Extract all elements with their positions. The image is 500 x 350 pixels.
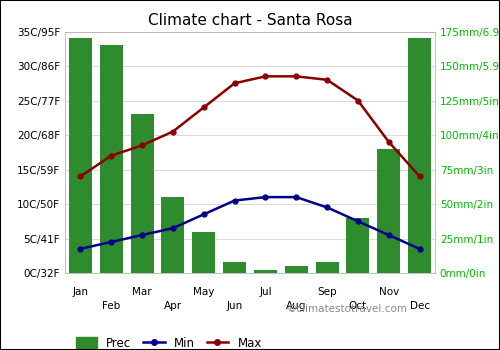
- Legend: Prec, Min, Max: Prec, Min, Max: [71, 332, 266, 350]
- Text: Aug: Aug: [286, 301, 306, 311]
- Text: Nov: Nov: [378, 287, 399, 297]
- Bar: [192, 232, 216, 273]
- Text: Oct: Oct: [349, 301, 367, 311]
- Bar: [284, 266, 308, 273]
- Text: Jan: Jan: [72, 287, 88, 297]
- Text: Jun: Jun: [226, 301, 242, 311]
- Text: May: May: [193, 287, 214, 297]
- Text: ©climatestotravel.com: ©climatestotravel.com: [287, 304, 408, 314]
- Text: Jul: Jul: [259, 287, 272, 297]
- Text: Dec: Dec: [410, 301, 430, 311]
- Text: Feb: Feb: [102, 301, 120, 311]
- Text: Sep: Sep: [318, 287, 337, 297]
- Title: Climate chart - Santa Rosa: Climate chart - Santa Rosa: [148, 13, 352, 28]
- Bar: [316, 262, 338, 273]
- Bar: [100, 45, 123, 273]
- Bar: [408, 38, 431, 273]
- Bar: [377, 149, 400, 273]
- Text: Apr: Apr: [164, 301, 182, 311]
- Bar: [346, 218, 370, 273]
- Bar: [69, 38, 92, 273]
- Text: Mar: Mar: [132, 287, 152, 297]
- Bar: [162, 197, 184, 273]
- Bar: [223, 262, 246, 273]
- Bar: [130, 114, 154, 273]
- Bar: [254, 270, 277, 273]
